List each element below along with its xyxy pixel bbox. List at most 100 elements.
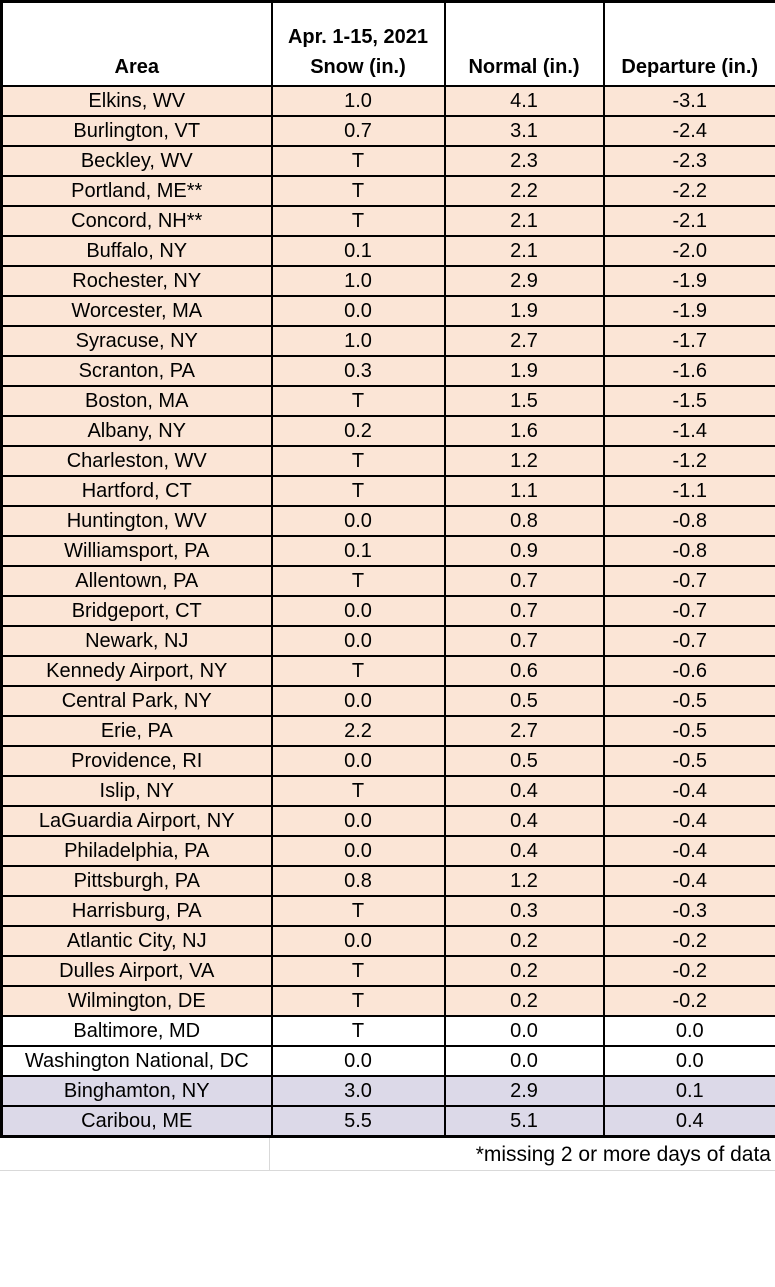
- normal-cell: 0.9: [443, 535, 605, 567]
- departure-cell: -0.5: [602, 745, 775, 777]
- snow-cell: 0.7: [270, 115, 446, 147]
- normal-cell: 1.1: [443, 475, 605, 507]
- snow-cell: T: [270, 775, 446, 807]
- departure-cell: 0.0: [602, 1045, 775, 1077]
- snow-cell: T: [270, 955, 446, 987]
- normal-cell: 0.2: [443, 925, 605, 957]
- normal-cell: 0.5: [443, 685, 605, 717]
- header-snow-line1: Apr. 1-15, 2021: [287, 26, 429, 48]
- area-cell: Philadelphia, PA: [0, 835, 273, 867]
- departure-cell: 0.0: [602, 1015, 775, 1047]
- table-row: Huntington, WV 0.0 0.8 -0.8: [0, 505, 775, 537]
- table-header: Area Apr. 1-15, 2021 Snow (in.) Normal (…: [0, 0, 775, 87]
- normal-cell: 2.3: [443, 145, 605, 177]
- table-row: Philadelphia, PA 0.0 0.4 -0.4: [0, 835, 775, 867]
- normal-cell: 4.1: [443, 85, 605, 117]
- normal-cell: 0.2: [443, 955, 605, 987]
- snow-cell: 0.0: [270, 925, 446, 957]
- normal-cell: 0.2: [443, 985, 605, 1017]
- header-row: Area Apr. 1-15, 2021 Snow (in.) Normal (…: [0, 0, 775, 87]
- normal-cell: 2.7: [443, 325, 605, 357]
- area-cell: Albany, NY: [0, 415, 273, 447]
- normal-cell: 1.2: [443, 865, 605, 897]
- footnote-spacer: [0, 1138, 270, 1170]
- area-cell: Harrisburg, PA: [0, 895, 273, 927]
- snow-cell: T: [270, 565, 446, 597]
- area-cell: LaGuardia Airport, NY: [0, 805, 273, 837]
- header-snow: Apr. 1-15, 2021 Snow (in.): [270, 0, 446, 87]
- area-cell: Erie, PA: [0, 715, 273, 747]
- area-cell: Binghamton, NY: [0, 1075, 273, 1107]
- snow-cell: T: [270, 145, 446, 177]
- table-row: LaGuardia Airport, NY 0.0 0.4 -0.4: [0, 805, 775, 837]
- snow-cell: 0.0: [270, 505, 446, 537]
- area-cell: Rochester, NY: [0, 265, 273, 297]
- departure-cell: -0.2: [602, 985, 775, 1017]
- area-cell: Caribou, ME: [0, 1105, 273, 1138]
- table-row: Islip, NY T 0.4 -0.4: [0, 775, 775, 807]
- area-cell: Dulles Airport, VA: [0, 955, 273, 987]
- snow-departure-table-page: Area Apr. 1-15, 2021 Snow (in.) Normal (…: [0, 0, 775, 1171]
- departure-cell: -0.5: [602, 715, 775, 747]
- departure-cell: -0.4: [602, 805, 775, 837]
- departure-cell: -1.6: [602, 355, 775, 387]
- area-cell: Kennedy Airport, NY: [0, 655, 273, 687]
- area-cell: Scranton, PA: [0, 355, 273, 387]
- area-cell: Elkins, WV: [0, 85, 273, 117]
- table-row: Beckley, WV T 2.3 -2.3: [0, 145, 775, 177]
- area-cell: Pittsburgh, PA: [0, 865, 273, 897]
- area-cell: Atlantic City, NJ: [0, 925, 273, 957]
- snow-cell: T: [270, 475, 446, 507]
- table-row: Providence, RI 0.0 0.5 -0.5: [0, 745, 775, 777]
- snow-cell: 2.2: [270, 715, 446, 747]
- snow-cell: T: [270, 175, 446, 207]
- departure-cell: -2.4: [602, 115, 775, 147]
- normal-cell: 2.7: [443, 715, 605, 747]
- departure-cell: -0.5: [602, 685, 775, 717]
- departure-cell: -0.2: [602, 925, 775, 957]
- table-row: Worcester, MA 0.0 1.9 -1.9: [0, 295, 775, 327]
- snow-cell: T: [270, 985, 446, 1017]
- departure-cell: -2.1: [602, 205, 775, 237]
- area-cell: Islip, NY: [0, 775, 273, 807]
- snow-cell: T: [270, 655, 446, 687]
- departure-cell: -0.3: [602, 895, 775, 927]
- normal-cell: 0.4: [443, 805, 605, 837]
- departure-cell: -1.4: [602, 415, 775, 447]
- area-cell: Central Park, NY: [0, 685, 273, 717]
- table-row: Newark, NJ 0.0 0.7 -0.7: [0, 625, 775, 657]
- table-row: Baltimore, MD T 0.0 0.0: [0, 1015, 775, 1047]
- area-cell: Boston, MA: [0, 385, 273, 417]
- table-row: Wilmington, DE T 0.2 -0.2: [0, 985, 775, 1017]
- normal-cell: 0.7: [443, 625, 605, 657]
- departure-cell: -2.2: [602, 175, 775, 207]
- area-cell: Hartford, CT: [0, 475, 273, 507]
- table-row: Charleston, WV T 1.2 -1.2: [0, 445, 775, 477]
- departure-cell: -3.1: [602, 85, 775, 117]
- snow-cell: 1.0: [270, 85, 446, 117]
- area-cell: Allentown, PA: [0, 565, 273, 597]
- table-row: Kennedy Airport, NY T 0.6 -0.6: [0, 655, 775, 687]
- table-row: Portland, ME** T 2.2 -2.2: [0, 175, 775, 207]
- normal-cell: 1.9: [443, 355, 605, 387]
- departure-cell: -0.6: [602, 655, 775, 687]
- normal-cell: 0.5: [443, 745, 605, 777]
- area-cell: Wilmington, DE: [0, 985, 273, 1017]
- departure-cell: -0.2: [602, 955, 775, 987]
- table-row: Erie, PA 2.2 2.7 -0.5: [0, 715, 775, 747]
- normal-cell: 1.2: [443, 445, 605, 477]
- normal-cell: 1.6: [443, 415, 605, 447]
- snow-cell: 0.8: [270, 865, 446, 897]
- area-cell: Newark, NJ: [0, 625, 273, 657]
- snow-cell: 0.0: [270, 835, 446, 867]
- snow-cell: 0.0: [270, 805, 446, 837]
- snow-cell: 1.0: [270, 265, 446, 297]
- area-cell: Providence, RI: [0, 745, 273, 777]
- snow-cell: 0.0: [270, 685, 446, 717]
- departure-cell: -0.4: [602, 835, 775, 867]
- table-row: Hartford, CT T 1.1 -1.1: [0, 475, 775, 507]
- departure-cell: 0.1: [602, 1075, 775, 1107]
- snow-cell: 5.5: [270, 1105, 446, 1138]
- departure-cell: -1.5: [602, 385, 775, 417]
- normal-cell: 3.1: [443, 115, 605, 147]
